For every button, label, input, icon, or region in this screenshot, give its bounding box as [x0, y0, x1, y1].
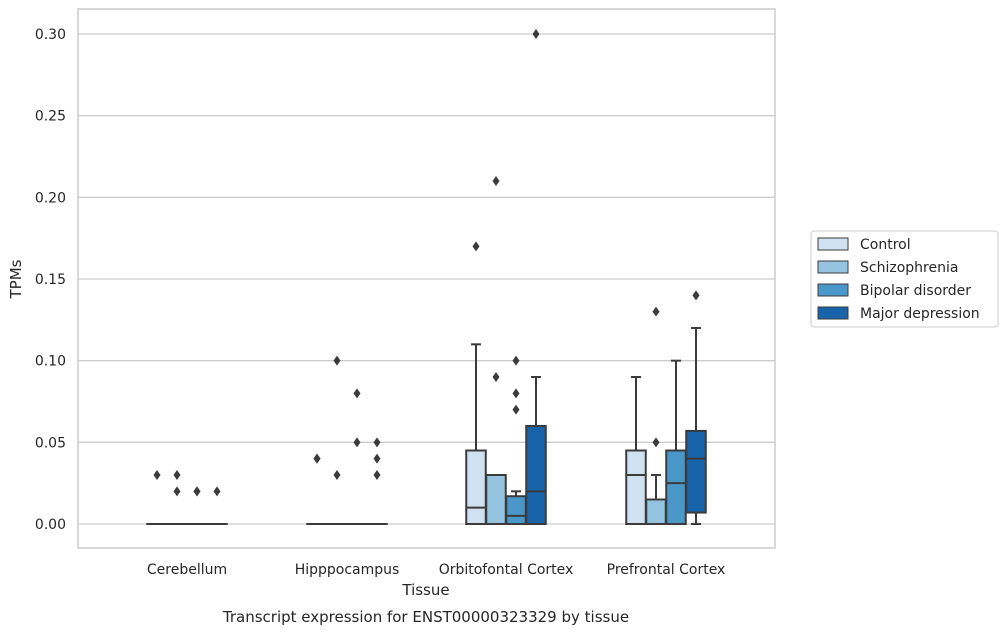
box [525, 425, 547, 525]
outlier-point [492, 372, 500, 382]
outlier-point [353, 388, 361, 399]
box [625, 449, 647, 525]
box [505, 495, 527, 526]
outlier-point [313, 453, 321, 464]
box-group [366, 437, 388, 526]
box [485, 474, 507, 525]
y-tick-label: 0.30 [35, 27, 66, 43]
box-group [685, 290, 707, 525]
outlier-point [532, 29, 540, 39]
y-tick-label: 0.05 [35, 435, 66, 451]
outlier-point [333, 355, 341, 366]
y-tick-label: 0.10 [35, 354, 66, 370]
outlier-point [512, 388, 520, 399]
box-group [465, 241, 487, 525]
legend: Control Schizophrenia Bipolar disorder Majo… [810, 230, 999, 328]
outlier-point [512, 355, 520, 366]
legend-swatch [817, 237, 849, 251]
outlier-point [173, 486, 181, 497]
outlier-point [472, 241, 480, 252]
legend-swatch [817, 260, 849, 274]
y-tick-label: 0.00 [35, 517, 66, 533]
y-tick-label: 0.25 [35, 109, 66, 125]
outlier-point [173, 470, 181, 480]
box-group [625, 376, 647, 525]
legend-label: Control [860, 237, 911, 253]
x-tick-label: Hipppocampus [295, 562, 400, 578]
outlier-point [512, 404, 520, 415]
legend-label: Schizophrenia [860, 260, 958, 276]
outlier-point [333, 470, 341, 480]
outlier-point [193, 486, 201, 497]
x-tick-label: Orbitofontal Cortex [439, 562, 574, 578]
x-axis-label: Tissue [401, 581, 449, 599]
outlier-point [652, 437, 660, 448]
outlier-point [353, 437, 361, 448]
outlier-point [692, 290, 700, 301]
gridlines [78, 33, 775, 525]
box-group [505, 355, 527, 526]
outlier-point [652, 306, 660, 317]
box-group [525, 29, 547, 525]
box [665, 449, 687, 525]
outlier-point [373, 470, 381, 480]
box-group [645, 306, 667, 525]
legend-swatch [817, 283, 849, 297]
x-tick-labels: Cerebellum Hipppocampus Orbitofontal Corte… [147, 562, 725, 578]
plot-frame [77, 8, 776, 549]
outlier-point [373, 453, 381, 464]
boxes [146, 29, 707, 526]
x-tick-label: Cerebellum [147, 562, 227, 578]
box-group [326, 355, 348, 526]
y-tick-label: 0.15 [35, 272, 66, 288]
legend-label: Bipolar disorder [860, 283, 971, 299]
y-tick-label: 0.20 [35, 190, 66, 206]
box-group [306, 453, 328, 526]
box-group [206, 486, 228, 526]
outlier-point [213, 486, 221, 497]
legend-frame [810, 230, 999, 328]
legend-label: Major depression [860, 306, 980, 322]
outlier-point [373, 437, 381, 448]
outlier-point [153, 470, 161, 480]
figure-caption: Transcript expression for ENST0000032332… [222, 608, 629, 626]
box [685, 429, 707, 514]
box [465, 449, 487, 525]
box-group [186, 486, 208, 526]
x-tick-label: Prefrontal Cortex [607, 562, 726, 578]
box-group [346, 388, 368, 526]
box-group [166, 470, 188, 526]
box-group [146, 470, 168, 526]
legend-swatch [817, 306, 849, 320]
y-axis-label: TPMs [7, 259, 25, 299]
outlier-point [492, 176, 500, 186]
box [645, 498, 667, 525]
y-tick-labels: 0.00 0.05 0.10 0.15 0.20 0.25 0.30 [35, 27, 66, 533]
box-group [485, 176, 507, 525]
